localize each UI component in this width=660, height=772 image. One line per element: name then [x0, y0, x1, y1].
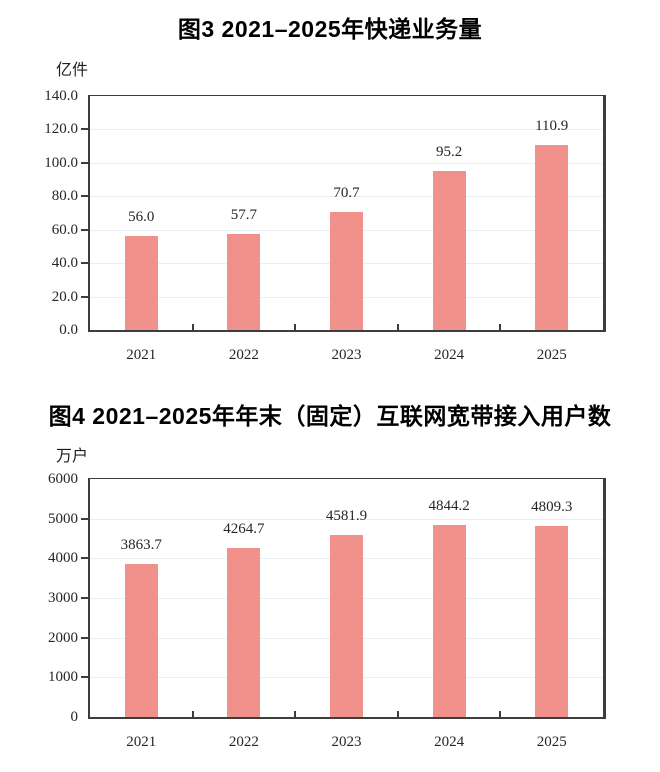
x-axis-tick — [294, 711, 297, 717]
bar — [432, 524, 466, 717]
data-label: 110.9 — [535, 117, 569, 134]
y-axis-label: 2000 — [48, 629, 78, 646]
x-axis-label: 2025 — [536, 347, 567, 363]
figure4-unit-label: 万户 — [56, 448, 89, 465]
gridline — [90, 196, 603, 198]
x-axis-tick — [499, 711, 502, 717]
y-axis-tick — [81, 195, 88, 198]
x-axis-label: 2025 — [536, 734, 567, 750]
y-axis-label: 80.0 — [51, 188, 78, 205]
x-axis-label: 2024 — [434, 734, 465, 750]
data-label: 4844.2 — [428, 497, 470, 514]
gridline — [90, 162, 603, 164]
y-axis-tick — [81, 557, 88, 560]
figure4-chart: 图4 2021–2025年年末（固定）互联网宽带接入用户数 万户 0 1000 20… — [0, 385, 660, 772]
bar — [535, 144, 569, 330]
data-label: 4581.9 — [325, 508, 368, 525]
y-axis-label: 100.0 — [44, 154, 78, 171]
y-axis-label: 120.0 — [44, 121, 78, 138]
data-label: 70.7 — [333, 184, 360, 201]
y-axis-tick — [81, 597, 88, 599]
y-axis-tick — [81, 636, 88, 639]
x-axis-label: 2021 — [126, 734, 157, 750]
x-axis-tick — [499, 324, 502, 330]
y-axis-tick — [81, 295, 88, 298]
y-axis-label: 3000 — [48, 590, 78, 606]
x-axis-label: 2023 — [331, 734, 362, 750]
data-label: 3863.7 — [120, 536, 162, 553]
figure4-plot-area: 0 1000 2000 3000 4000 5000 6000 3863.7 2021 4264.… — [48, 471, 606, 750]
gridline — [90, 129, 603, 131]
x-axis-label: 2022 — [228, 734, 259, 750]
x-axis-label: 2022 — [228, 347, 259, 363]
figure3-unit-label: 亿件 — [56, 62, 89, 79]
figure3-plot-area: 0.0 20.0 40.0 60.0 80.0 100.0 120.0 140.0 56.0 20… — [44, 88, 606, 363]
x-axis-label: 2021 — [126, 347, 157, 363]
bar — [535, 526, 569, 717]
figure3-chart: 图3 2021–2025年快递业务量 亿件 0.0 20.0 40.0 60.0 80.… — [0, 0, 660, 385]
y-axis-label: 0.0 — [59, 322, 78, 338]
y-axis-tick — [81, 517, 88, 520]
gridline — [90, 518, 603, 520]
y-axis-label: 0 — [70, 709, 79, 725]
y-axis-tick — [81, 228, 88, 231]
x-axis-tick — [191, 711, 194, 717]
x-axis-tick — [191, 324, 194, 330]
x-axis-tick — [294, 324, 297, 330]
x-axis-label: 2023 — [331, 347, 362, 363]
y-axis-label: 1000 — [48, 669, 78, 686]
data-label: 95.2 — [435, 143, 463, 160]
bar — [330, 211, 363, 330]
y-axis-tick — [81, 161, 88, 164]
y-axis-label: 4000 — [48, 550, 78, 567]
y-axis-label: 6000 — [48, 471, 78, 487]
bar — [432, 170, 466, 330]
y-axis-label: 5000 — [48, 510, 78, 527]
data-label: 4809.3 — [531, 499, 573, 516]
y-axis-label: 60.0 — [51, 221, 78, 238]
x-axis-label: 2024 — [434, 347, 465, 363]
x-axis-tick — [396, 324, 399, 330]
data-label: 57.7 — [230, 206, 258, 223]
figure4-title: 图4 2021–2025年年末（固定）互联网宽带接入用户数 — [48, 403, 612, 429]
y-axis-tick — [81, 676, 88, 679]
y-axis-tick — [81, 128, 88, 131]
bar — [124, 236, 158, 330]
bar — [330, 535, 363, 717]
data-label: 56.0 — [128, 209, 155, 226]
bar — [227, 547, 261, 717]
data-label: 4264.7 — [223, 520, 265, 537]
figure3-title: 图3 2021–2025年快递业务量 — [177, 16, 483, 42]
bar — [227, 233, 261, 330]
x-axis-tick — [396, 711, 399, 717]
y-axis-label: 40.0 — [51, 255, 78, 272]
y-axis-label: 140.0 — [44, 88, 78, 104]
bar — [124, 563, 158, 717]
y-axis-tick — [81, 262, 88, 265]
y-axis-label: 20.0 — [51, 288, 78, 305]
